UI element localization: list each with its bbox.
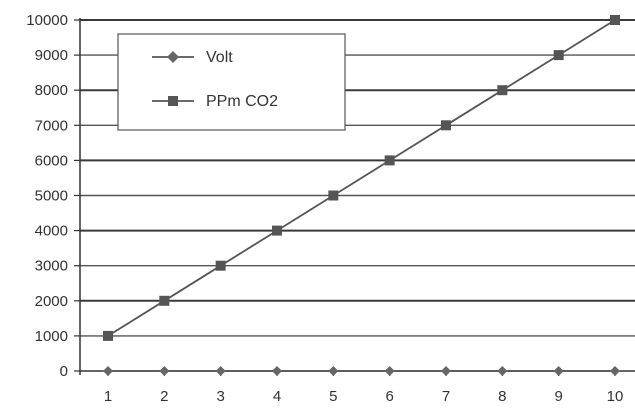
data-point-volt <box>497 366 508 376</box>
y-tick-label: 2000 <box>35 293 68 310</box>
x-tick-label: 5 <box>329 388 337 405</box>
series-layer <box>103 15 620 376</box>
y-tick-label: 1000 <box>35 328 68 345</box>
x-tick-label: 2 <box>160 388 168 405</box>
x-tick-label: 4 <box>273 388 281 405</box>
y-tick-label: 6000 <box>35 152 68 169</box>
y-tick-label: 7000 <box>35 117 68 134</box>
data-point-volt <box>553 366 564 376</box>
data-point-volt <box>441 366 451 376</box>
x-tick-label: 9 <box>554 388 562 405</box>
y-tick-label: 9000 <box>35 47 68 64</box>
y-tick-label: 3000 <box>35 258 68 275</box>
data-point-volt <box>384 366 395 376</box>
data-point-volt <box>159 366 170 376</box>
data-point-ppm-co2 <box>610 15 620 25</box>
data-point-ppm-co2 <box>103 330 113 341</box>
x-tick-label: 1 <box>104 388 112 405</box>
x-tick-label: 6 <box>385 388 393 405</box>
data-point-volt <box>328 366 339 376</box>
legend-marker-ppm <box>168 96 178 106</box>
data-point-volt <box>610 366 620 376</box>
data-point-volt <box>215 366 226 376</box>
y-tick-label: 8000 <box>35 82 68 99</box>
legend-label-ppm: PPm CO2 <box>206 93 278 110</box>
y-tick-label: 0 <box>60 363 68 380</box>
x-tick-labels: 1 2 3 4 5 6 7 8 9 10 <box>104 371 624 405</box>
data-point-volt <box>272 366 282 376</box>
data-point-ppm-co2 <box>497 85 508 96</box>
data-point-ppm-co2 <box>215 260 226 271</box>
legend: Volt PPm CO2 <box>117 33 346 131</box>
data-point-ppm-co2 <box>441 120 451 131</box>
legend-box <box>117 33 346 131</box>
data-point-ppm-co2 <box>553 50 564 61</box>
data-point-ppm-co2 <box>159 295 170 306</box>
data-point-volt <box>103 366 113 376</box>
y-tick-label: 4000 <box>35 223 68 240</box>
legend-marker-volt <box>167 51 179 63</box>
x-tick-label: 3 <box>216 388 224 405</box>
y-tick-labels: 0 1000 2000 3000 4000 5000 6000 7000 8000 9000 100… <box>26 12 80 380</box>
series-line-ppm-co2 <box>107 19 616 337</box>
y-tick-label: 10000 <box>26 12 68 29</box>
data-point-ppm-co2 <box>384 155 395 166</box>
x-tick-label: 8 <box>498 388 506 405</box>
x-tick-label: 10 <box>607 388 624 405</box>
data-point-ppm-co2 <box>272 225 282 236</box>
x-tick-label: 7 <box>442 388 450 405</box>
data-point-ppm-co2 <box>328 190 339 201</box>
y-tick-label: 5000 <box>35 188 68 205</box>
legend-label-volt: Volt <box>206 49 233 66</box>
